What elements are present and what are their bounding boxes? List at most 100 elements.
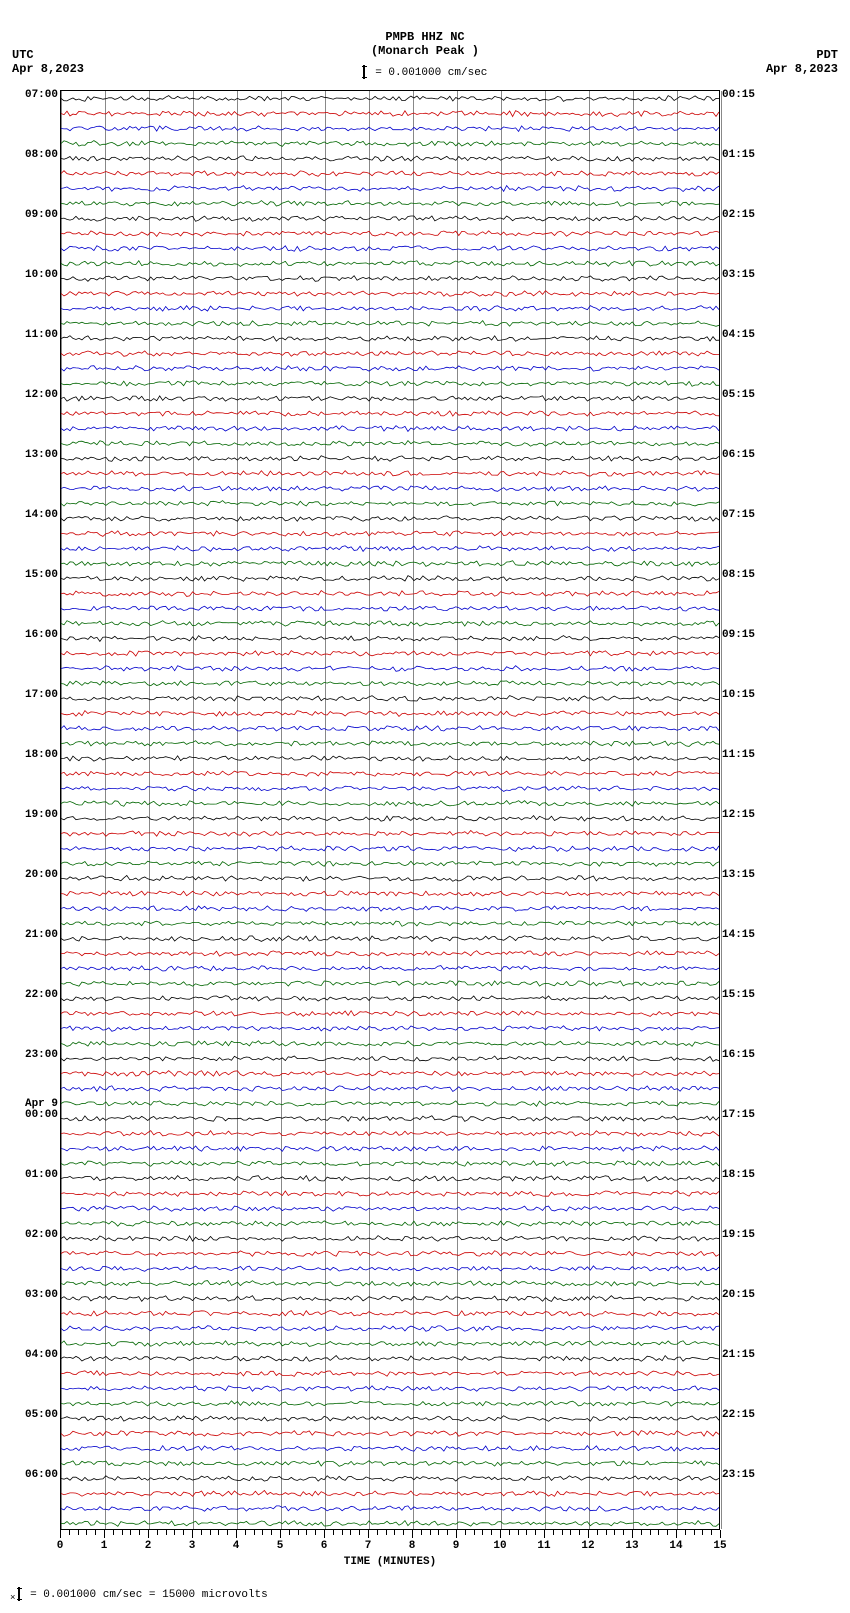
x-tick-minor (518, 1530, 519, 1535)
x-tick-label: 9 (453, 1540, 460, 1552)
seismogram-trace (61, 166, 719, 181)
x-tick-minor (702, 1530, 703, 1535)
footer-text: = 0.001000 cm/sec = 15000 microvolts (30, 1589, 268, 1601)
seismogram-trace (61, 1006, 719, 1021)
seismogram-trace (61, 106, 719, 121)
timezone-right: PDT Apr 8,2023 (766, 48, 838, 76)
x-tick-minor (553, 1530, 554, 1535)
seismogram-trace (61, 91, 719, 106)
pdt-hour-label: 12:15 (722, 809, 755, 821)
utc-hour-label: 09:00 (8, 209, 58, 221)
utc-hour-label: 12:00 (8, 389, 58, 401)
x-tick-label: 2 (145, 1540, 152, 1552)
seismogram-trace (61, 676, 719, 691)
seismogram-trace (61, 1201, 719, 1216)
seismogram-trace (61, 736, 719, 751)
x-tick-minor (333, 1530, 334, 1535)
x-tick-minor (350, 1530, 351, 1535)
seismogram-trace (61, 751, 719, 766)
x-tick-minor (166, 1530, 167, 1535)
seismogram-trace (61, 1141, 719, 1156)
seismogram-trace (61, 991, 719, 1006)
seismogram-trace (61, 841, 719, 856)
x-tick-minor (535, 1530, 536, 1535)
seismogram-trace (61, 946, 719, 961)
seismogram-trace (61, 256, 719, 271)
x-tick-minor (526, 1530, 527, 1535)
utc-hour-label: 02:00 (8, 1229, 58, 1241)
pdt-hour-label: 23:15 (722, 1469, 755, 1481)
seismogram-trace (61, 811, 719, 826)
seismogram-trace (61, 1456, 719, 1471)
x-tick-label: 13 (625, 1540, 638, 1552)
seismogram-trace (61, 481, 719, 496)
seismogram-trace (61, 1351, 719, 1366)
seismogram-trace (61, 451, 719, 466)
seismogram-trace (61, 1246, 719, 1261)
utc-hour-label: 00:00 (8, 1109, 58, 1121)
x-tick-minor (606, 1530, 607, 1535)
seismogram-trace (61, 616, 719, 631)
seismogram-trace (61, 1291, 719, 1306)
x-tick-minor (474, 1530, 475, 1535)
seismogram-trace (61, 721, 719, 736)
tz-left-date: Apr 8,2023 (12, 62, 84, 76)
pdt-hour-label: 20:15 (722, 1289, 755, 1301)
seismogram-trace (61, 301, 719, 316)
x-tick-minor (342, 1530, 343, 1535)
seismogram-trace (61, 631, 719, 646)
seismogram-trace (61, 526, 719, 541)
x-tick (104, 1530, 105, 1538)
seismogram-trace (61, 901, 719, 916)
seismogram-trace (61, 391, 719, 406)
x-tick (500, 1530, 501, 1538)
x-tick-label: 0 (57, 1540, 64, 1552)
x-tick (368, 1530, 369, 1538)
x-tick-minor (227, 1530, 228, 1535)
seismogram-trace (61, 136, 719, 151)
x-tick-minor (482, 1530, 483, 1535)
seismogram-trace (61, 1096, 719, 1111)
x-tick (544, 1530, 545, 1538)
x-tick-minor (570, 1530, 571, 1535)
x-tick-minor (298, 1530, 299, 1535)
pdt-hour-label: 07:15 (722, 509, 755, 521)
seismogram-trace (61, 1081, 719, 1096)
tz-right-date: Apr 8,2023 (766, 62, 838, 76)
x-tick-minor (658, 1530, 659, 1535)
seismogram-trace (61, 691, 719, 706)
x-tick-minor (579, 1530, 580, 1535)
utc-hour-label: 08:00 (8, 149, 58, 161)
x-tick-minor (562, 1530, 563, 1535)
seismogram-trace (61, 151, 719, 166)
x-tick-minor (262, 1530, 263, 1535)
seismogram-trace (61, 1501, 719, 1516)
x-tick-minor (271, 1530, 272, 1535)
seismogram-trace (61, 571, 719, 586)
seismogram-trace (61, 1276, 719, 1291)
x-tick-minor (377, 1530, 378, 1535)
seismogram-trace (61, 1021, 719, 1036)
x-tick (676, 1530, 677, 1538)
scale-reference: = 0.001000 cm/sec (0, 65, 850, 79)
seismogram-trace (61, 961, 719, 976)
pdt-hour-label: 19:15 (722, 1229, 755, 1241)
seismogram-trace (61, 1186, 719, 1201)
utc-hour-label: 20:00 (8, 869, 58, 881)
seismogram-trace (61, 226, 719, 241)
x-tick-minor (421, 1530, 422, 1535)
x-tick-minor (403, 1530, 404, 1535)
pdt-hour-label: 17:15 (722, 1109, 755, 1121)
x-tick-label: 6 (321, 1540, 328, 1552)
pdt-hour-label: 03:15 (722, 269, 755, 281)
x-tick-minor (306, 1530, 307, 1535)
x-tick-minor (465, 1530, 466, 1535)
x-tick (192, 1530, 193, 1538)
x-tick-label: 15 (713, 1540, 726, 1552)
x-tick-minor (623, 1530, 624, 1535)
x-tick-minor (183, 1530, 184, 1535)
seismogram-trace (61, 781, 719, 796)
x-tick-label: 3 (189, 1540, 196, 1552)
x-axis-title: TIME (MINUTES) (60, 1556, 720, 1568)
x-tick-minor (694, 1530, 695, 1535)
